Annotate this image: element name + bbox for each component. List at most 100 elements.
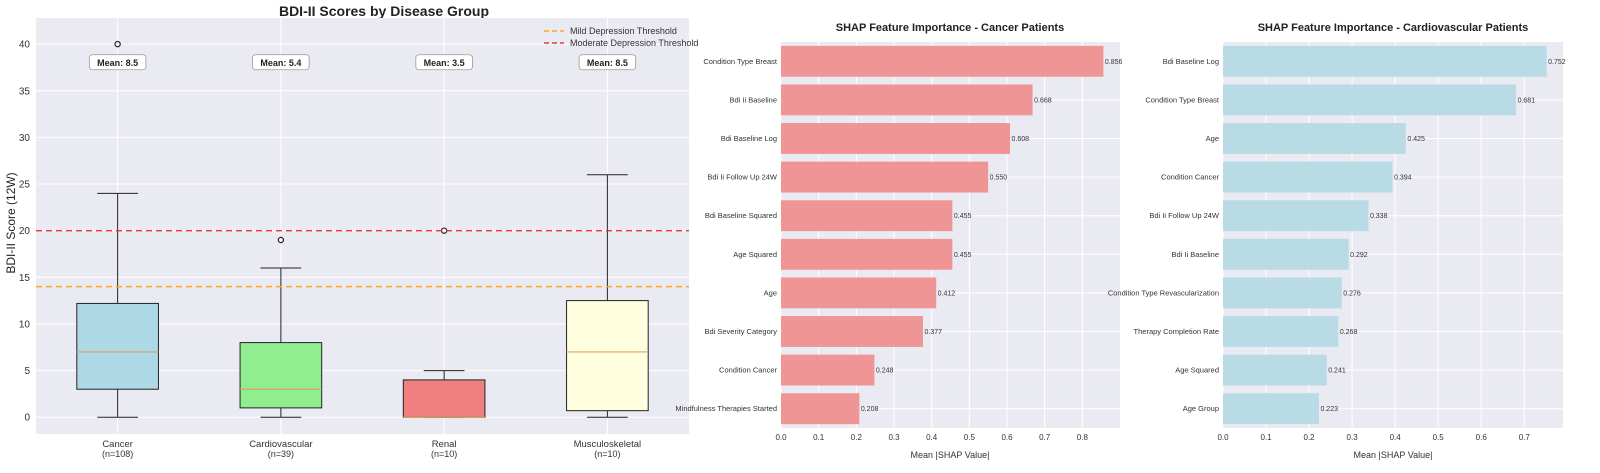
shap-cardiovascular-bar (1223, 393, 1319, 425)
shap-cardiovascular-x-tick-label: 0.3 (1347, 433, 1359, 442)
box-musculoskeletal: Mean: 8.5 (566, 54, 649, 418)
shap-cancer-x-tick-label: 0.5 (964, 433, 976, 442)
shap-cancer-panel: SHAP Feature Importance - Cancer Patient… (675, 22, 1122, 460)
shap-cardiovascular-y-tick-label: Bdi Ii Baseline (1171, 250, 1219, 259)
shap-cardiovascular-value-label: 0.292 (1350, 252, 1368, 259)
shap-cardiovascular-y-tick-label: Condition Type Breast (1145, 95, 1220, 104)
shap-cancer-bar (781, 316, 924, 347)
shap-cancer-y-tick-label: Condition Cancer (719, 366, 777, 375)
shap-cancer-bar (781, 161, 989, 193)
shap-cancer-bar (781, 238, 953, 270)
boxplot-y-tick-label: 5 (24, 366, 30, 377)
shap-cancer-y-tick-label: Bdi Ii Baseline (729, 95, 777, 104)
shap-cancer-value-label: 0.550 (990, 175, 1008, 182)
boxplot-y-tick-label: 10 (19, 319, 31, 330)
boxplot-y-tick-label: 15 (19, 273, 31, 284)
mean-label-box (252, 54, 310, 71)
mean-label-box (88, 54, 147, 71)
shap-cardiovascular-value-label: 0.394 (1394, 175, 1412, 182)
shap-cancer-x-tick-label: 0.1 (813, 433, 825, 442)
shap-cardiovascular-value-label: 0.268 (1340, 329, 1358, 336)
shap-cardiovascular-x-tick-label: 0.0 (1217, 433, 1229, 442)
shap-cardiovascular-bar (1223, 316, 1339, 347)
legend-label: Moderate Depression Threshold (570, 38, 698, 48)
shap-cancer-x-tick-label: 0.6 (1001, 433, 1013, 442)
box-iqr (239, 342, 323, 409)
shap-cardiovascular-value-label: 0.425 (1407, 136, 1425, 143)
boxplot-x-tick-label: Musculoskeletal (574, 439, 642, 450)
boxplot-y-tick-label: 0 (24, 413, 30, 424)
shap-cardiovascular-x-tick-label: 0.4 (1390, 433, 1402, 442)
boxplot-x-tick-label: Cancer (102, 439, 133, 450)
shap-cancer-x-tick-label: 0.4 (926, 433, 938, 442)
shap-cardiovascular-y-tick-label: Condition Type Revascularization (1108, 288, 1219, 297)
shap-cardiovascular-x-tick-label: 0.2 (1304, 433, 1316, 442)
boxplot-y-tick-label: 35 (19, 86, 31, 97)
shap-cardiovascular-value-label: 0.752 (1548, 59, 1566, 66)
box-cancer: Mean: 8.5 (76, 40, 159, 418)
shap-cancer-value-label: 0.248 (876, 368, 894, 375)
boxplot-x-tick-count: (n=108) (102, 449, 133, 459)
shap-cardiovascular-y-tick-label: Bdi Baseline Log (1163, 57, 1219, 66)
shap-cardiovascular-y-tick-label: Age Group (1183, 404, 1219, 413)
shap-cardiovascular-bar (1223, 200, 1369, 232)
shap-cancer-bar (781, 277, 937, 309)
shap-cancer-y-tick-label: Mindfulness Therapies Started (675, 404, 777, 413)
boxplot-y-axis-label: BDI-II Score (12W) (4, 172, 18, 273)
box-cardiovascular: Mean: 5.4 (239, 54, 323, 418)
shap-cancer-x-tick-label: 0.0 (775, 433, 787, 442)
shap-cardiovascular-y-tick-label: Bdi Ii Follow Up 24W (1149, 211, 1220, 220)
shap-cancer-y-tick-label: Age Squared (733, 250, 777, 259)
box-outlier (114, 40, 121, 48)
shap-cancer-bar (781, 393, 860, 425)
shap-cancer-bar (781, 354, 875, 386)
shap-cardiovascular-value-label: 0.223 (1320, 406, 1338, 413)
shap-cardiovascular-y-tick-label: Age Squared (1175, 366, 1219, 375)
shap-cardiovascular-y-tick-label: Age (1206, 134, 1219, 143)
legend-label: Mild Depression Threshold (570, 26, 677, 36)
shap-cardiovascular-value-label: 0.241 (1328, 368, 1346, 375)
boxplot-x-tick-count: (n=10) (594, 449, 620, 459)
shap-cancer-value-label: 0.412 (938, 290, 956, 297)
shap-cardiovascular-x-tick-label: 0.5 (1433, 433, 1445, 442)
shap-cancer-bar (781, 45, 1104, 77)
shap-cancer-title: SHAP Feature Importance - Cancer Patient… (836, 22, 1064, 34)
mean-label: Mean: 5.4 (260, 58, 301, 68)
shap-cardiovascular-value-label: 0.276 (1343, 290, 1361, 297)
boxplot-x-tick-label: Cardiovascular (249, 439, 312, 450)
shap-cardiovascular-bar (1223, 45, 1547, 77)
boxplot-y-tick-label: 25 (19, 180, 31, 191)
shap-cardiovascular-y-tick-label: Condition Cancer (1161, 173, 1219, 182)
boxplot-x-tick-count: (n=10) (431, 449, 457, 459)
shap-cancer-y-tick-label: Bdi Baseline Log (721, 134, 777, 143)
boxplot-x-tick-label: Renal (432, 439, 457, 450)
boxplot-x-tick-count: (n=39) (268, 449, 294, 459)
shap-cardiovascular-bar (1223, 123, 1406, 154)
shap-cancer-value-label: 0.668 (1034, 97, 1052, 104)
shap-cancer-x-axis-label: Mean |SHAP Value| (911, 450, 990, 460)
shap-cancer-value-label: 0.455 (954, 252, 972, 259)
boxplot-title: BDI-II Scores by Disease Group (279, 3, 489, 19)
shap-cardiovascular-bar (1223, 277, 1342, 309)
mean-label: Mean: 8.5 (97, 58, 138, 68)
box-iqr (76, 302, 159, 390)
shap-cardiovascular-x-tick-label: 0.7 (1519, 433, 1531, 442)
mean-label: Mean: 8.5 (587, 58, 628, 68)
shap-cardiovascular-x-axis-label: Mean |SHAP Value| (1354, 450, 1433, 460)
shap-cancer-x-tick-label: 0.3 (888, 433, 900, 442)
shap-cardiovascular-bar (1223, 238, 1349, 270)
shap-cancer-y-tick-label: Bdi Ii Follow Up 24W (707, 173, 778, 182)
shap-cardiovascular-bar (1223, 84, 1517, 116)
shap-cancer-x-tick-label: 0.7 (1039, 433, 1051, 442)
shap-cancer-value-label: 0.455 (954, 213, 972, 220)
shap-cancer-bar (781, 84, 1033, 116)
boxplot-panel: BDI-II Scores by Disease Group BDI-II Sc… (4, 3, 698, 459)
mean-label-box (578, 54, 637, 71)
shap-cardiovascular-x-tick-label: 0.6 (1476, 433, 1488, 442)
shap-cancer-value-label: 0.208 (861, 406, 879, 413)
boxplot-y-tick-label: 40 (19, 40, 31, 51)
mean-label: Mean: 3.5 (424, 58, 465, 68)
shap-cardiovascular-x-tick-label: 0.1 (1260, 433, 1272, 442)
shap-cardiovascular-y-tick-label: Therapy Completion Rate (1134, 327, 1219, 336)
